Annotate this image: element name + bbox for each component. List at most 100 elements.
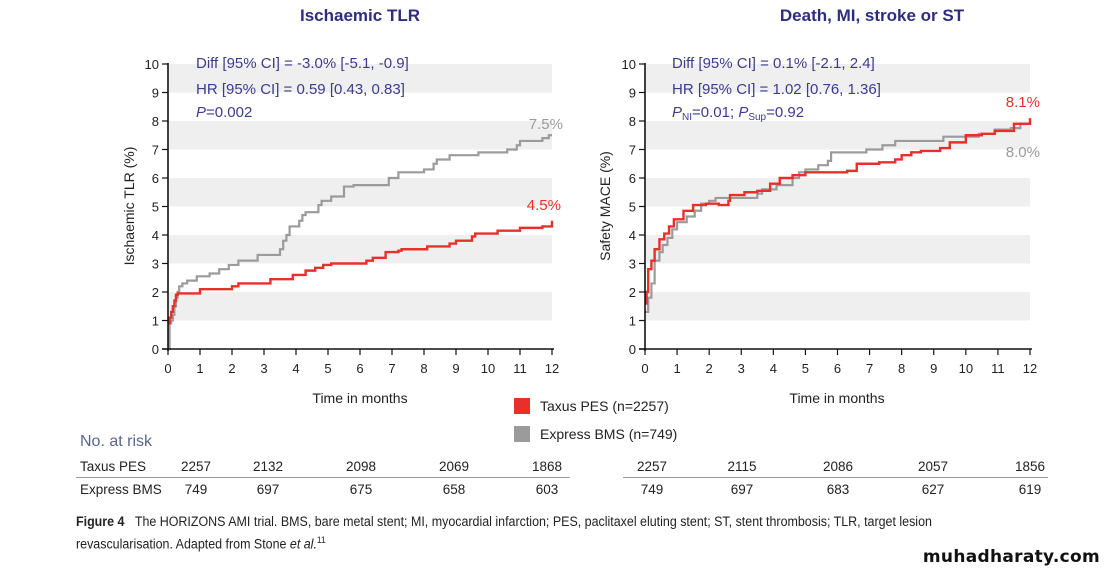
y-tick-label: 5 [629,200,636,215]
at-risk-row-label: Express BMS [80,482,162,497]
express-bms-curve [645,121,1032,314]
y-tick-label: 7 [629,143,636,158]
annotation-p: P=0.002 [196,104,252,121]
legend-item-express: Express BMS (n=749) [514,426,677,442]
at-risk-row-label: Taxus PES [80,459,147,474]
x-tick-label: 0 [164,361,171,376]
at-risk-cell: 749 [184,482,208,497]
end-label-gray: 8.0% [1006,144,1040,161]
grid-band [646,178,1030,207]
y-tick-label: 1 [629,314,636,329]
x-tick-label: 6 [834,361,841,376]
legend-label: Taxus PES (n=2257) [540,398,669,414]
y-tick-label: 8 [629,114,636,129]
at-risk-cell: 1856 [1014,459,1046,474]
p-value: =0.002 [206,104,252,121]
at-risk-cell: 1868 [531,459,563,474]
annotation-diff: Diff [95% CI] = -3.0% [-5.1, -0.9] [196,55,409,72]
caption-text: The HORIZONS AMI trial. BMS, bare metal … [76,514,932,552]
x-tick-label: 4 [770,361,777,376]
x-tick-label: 11 [513,361,527,376]
at-risk-cell: 627 [921,482,945,497]
x-tick-label: 9 [930,361,937,376]
end-label-red: 8.1% [1006,94,1040,111]
y-tick-label: 7 [152,143,159,158]
x-tick-label: 3 [260,361,267,376]
x-tick-label: 4 [292,361,299,376]
at-risk-cell: 2115 [727,459,757,474]
p-ni-value: =0.01; [692,104,738,121]
x-tick-label: 12 [545,361,559,376]
p-sup-label: P [738,104,748,121]
grid-band [169,64,552,93]
y-tick-label: 8 [152,114,159,129]
x-tick-label: 3 [738,361,745,376]
x-tick-label: 5 [802,361,809,376]
y-tick-label: 6 [629,171,636,186]
x-tick-label: 1 [196,361,203,376]
grid-band [169,235,552,264]
x-tick-label: 5 [324,361,331,376]
at-risk-cell: 603 [535,482,559,497]
at-risk-cell: 697 [256,482,280,497]
at-risk-cell: 658 [442,482,466,497]
x-tick-label: 11 [991,361,1005,376]
x-tick-label: 2 [706,361,713,376]
express-bms-curve [168,134,552,351]
annotation-hr: HR [95% CI] = 0.59 [0.43, 0.83] [196,81,405,98]
y-tick-label: 0 [629,342,636,357]
p-ni-sub: NI [682,112,692,123]
taxus-pes-curve [645,118,1032,305]
at-risk-title: No. at risk [80,433,153,450]
y-tick-label: 4 [152,228,159,243]
survival-curves [168,134,554,351]
table-divider-left [76,477,570,478]
watermark: muhadharaty.com [922,547,1100,567]
x-tick-label: 8 [420,361,427,376]
at-risk-cell: 2098 [345,459,377,474]
at-risk-cell: 683 [826,482,850,497]
end-label-red: 4.5% [527,197,561,214]
y-tick-label: 9 [152,86,159,101]
y-tick-label: 6 [152,171,159,186]
at-risk-cell: 2069 [438,459,470,474]
y-tick-label: 0 [152,342,159,357]
x-tick-label: 1 [673,361,680,376]
at-risk-cell: 2257 [180,459,212,474]
caption-et-al: et al. [289,536,317,552]
caption-reference: 11 [316,535,326,545]
p-label: P [196,104,206,121]
y-tick-label: 10 [622,57,636,72]
grid-band [646,64,1030,93]
figure-caption: Figure 4 The HORIZONS AMI trial. BMS, ba… [76,512,987,553]
p-sup-sub: Sup [748,112,766,123]
at-risk-cell: 675 [349,482,373,497]
at-risk-cell: 749 [640,482,664,497]
x-tick-label: 8 [898,361,905,376]
legend-label: Express BMS (n=749) [540,426,678,442]
at-risk-cell: 619 [1018,482,1042,497]
figure-label: Figure 4 [76,514,125,529]
ylabel: Safety MACE (%) [597,151,613,261]
x-tick-label: 6 [356,361,363,376]
y-tick-label: 2 [629,285,636,300]
legend-swatch-gray [514,426,530,442]
annotation-hr: HR [95% CI] = 1.02 [0.76, 1.36] [672,81,881,98]
grid-band [169,178,552,207]
y-tick-label: 9 [629,86,636,101]
x-tick-label: 9 [452,361,459,376]
xlabel: Time in months [789,390,884,406]
at-risk-cell: 2057 [917,459,949,474]
x-tick-label: 7 [866,361,873,376]
x-tick-label: 2 [228,361,235,376]
x-tick-label: 10 [959,361,973,376]
survival-curves [645,118,1032,314]
chart-title: Ischaemic TLR [300,6,420,25]
annotation-p: PNI=0.01; PSup=0.92 [672,104,804,123]
y-tick-label: 2 [152,285,159,300]
